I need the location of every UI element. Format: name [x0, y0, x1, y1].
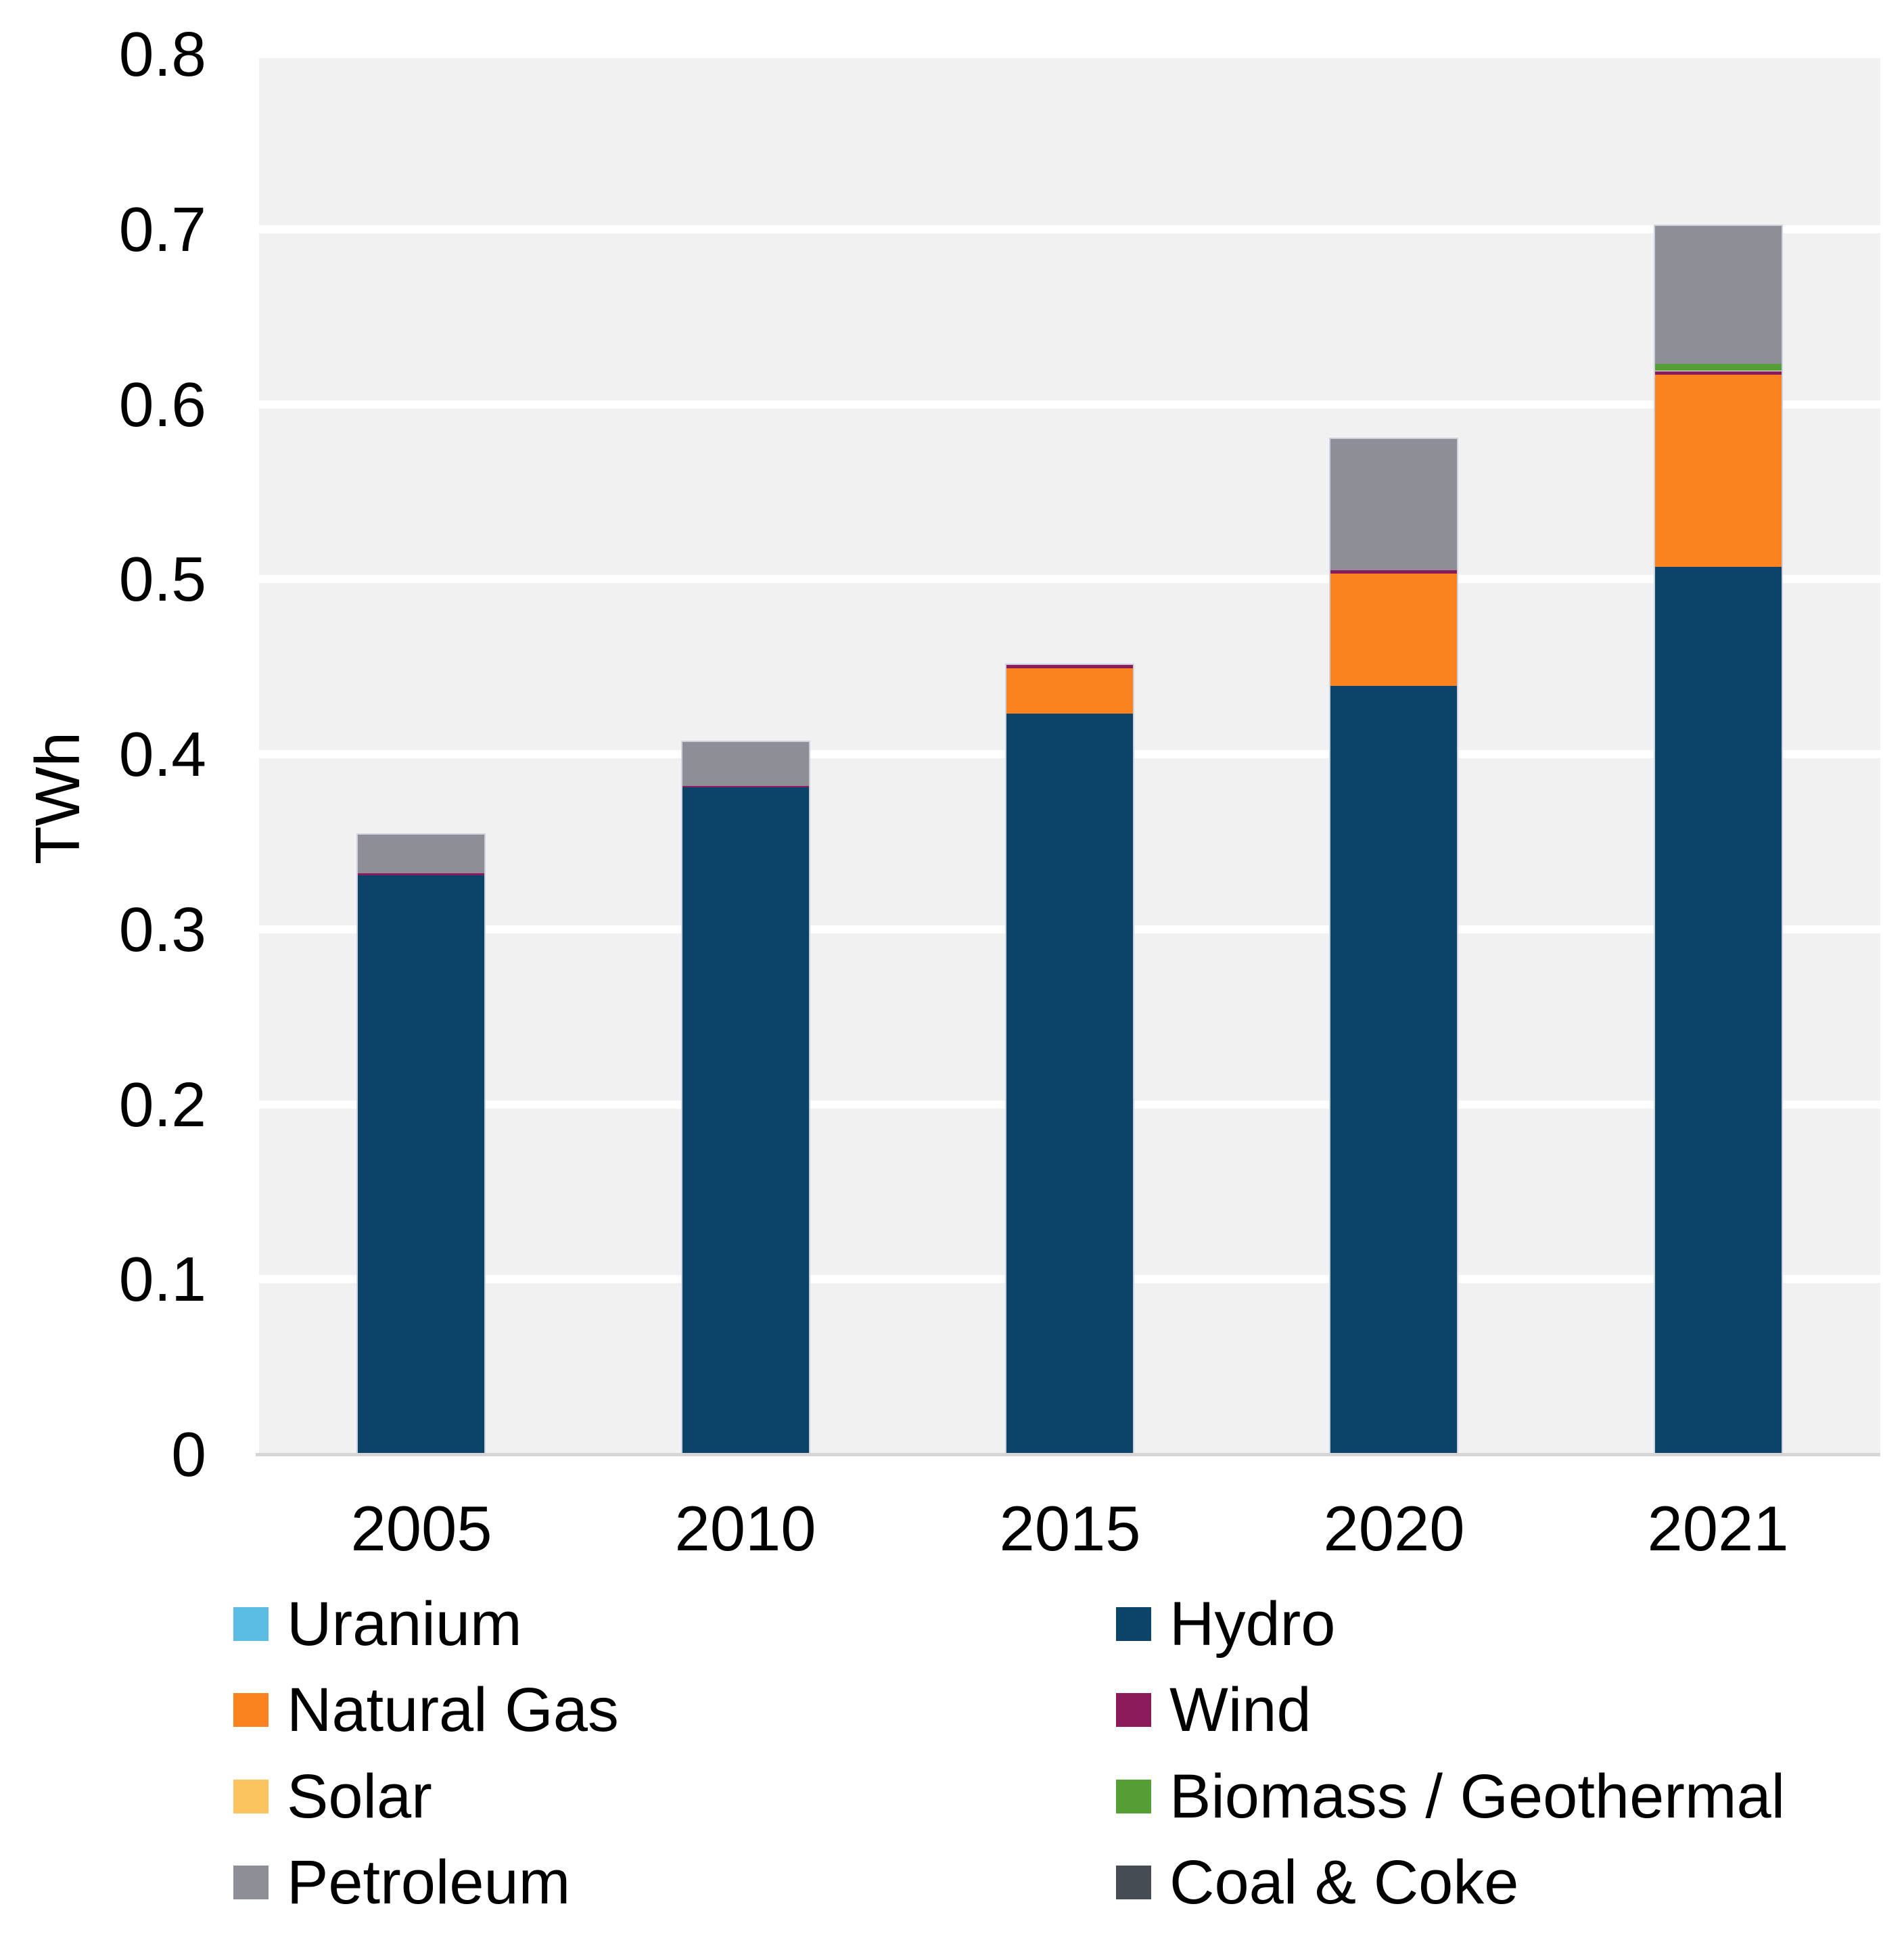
- legend-label: Petroleum: [287, 1848, 571, 1917]
- bar-segment-2021-hydro: [1655, 567, 1782, 1454]
- legend-label: Coal & Coke: [1169, 1848, 1519, 1917]
- x-tick-label-2005: 2005: [350, 1493, 492, 1564]
- legend-label: Solar: [287, 1762, 432, 1831]
- y-tick-label-0.2: 0.2: [118, 1069, 206, 1140]
- x-axis-line: [256, 1453, 1880, 1456]
- y-tick-label-0.7: 0.7: [118, 194, 206, 264]
- x-tick-label-2015: 2015: [999, 1493, 1141, 1564]
- bar-2020: [1329, 438, 1458, 1454]
- y-tick-label-0.6: 0.6: [118, 369, 206, 440]
- gridline-0.7: [259, 225, 1880, 233]
- bar-segment-2021-natural-gas: [1655, 374, 1782, 567]
- bar-segment-2021-wind: [1655, 371, 1782, 375]
- y-tick-label-0.3: 0.3: [118, 894, 206, 965]
- legend-swatch-uranium: [233, 1607, 269, 1641]
- bar-segment-2005-petroleum: [358, 835, 484, 873]
- bar-segment-2020-hydro: [1330, 686, 1457, 1454]
- legend-item-wind: Wind: [1116, 1675, 1311, 1744]
- legend-swatch-natural-gas: [233, 1693, 269, 1727]
- bar-segment-2020-natural-gas: [1330, 574, 1457, 686]
- legend-label: Wind: [1169, 1675, 1311, 1744]
- bar-segment-2010-hydro: [682, 787, 809, 1454]
- x-tick-label-2020: 2020: [1323, 1493, 1465, 1564]
- plot-area: [259, 54, 1880, 1454]
- bar-2010: [681, 741, 810, 1454]
- bar-segment-2020-petroleum: [1330, 439, 1457, 570]
- legend-item-hydro: Hydro: [1116, 1590, 1335, 1659]
- bar-segment-2015-hydro: [1006, 714, 1133, 1454]
- legend-label: Uranium: [287, 1590, 522, 1659]
- legend-label: Natural Gas: [287, 1675, 619, 1744]
- legend-item-uranium: Uranium: [233, 1590, 522, 1659]
- bar-segment-2021-biomass-geothermal: [1655, 364, 1782, 371]
- y-tick-label-0.5: 0.5: [118, 544, 206, 614]
- legend-item-solar: Solar: [233, 1762, 432, 1831]
- legend-item-coal-coke: Coal & Coke: [1116, 1848, 1518, 1917]
- bar-2021: [1654, 225, 1783, 1454]
- legend-swatch-solar: [233, 1780, 269, 1813]
- y-axis-title: TWh: [22, 731, 93, 865]
- x-tick-label-2010: 2010: [674, 1493, 816, 1564]
- bar-2015: [1005, 664, 1134, 1454]
- bar-segment-2010-wind: [682, 785, 809, 787]
- gridline-0.8: [259, 54, 1880, 58]
- y-tick-label-0: 0: [171, 1419, 206, 1489]
- gridline-0.6: [259, 400, 1880, 409]
- legend-item-biomass-geothermal: Biomass / Geothermal: [1116, 1762, 1785, 1831]
- legend-label: Biomass / Geothermal: [1169, 1762, 1786, 1831]
- bar-segment-2020-wind: [1330, 570, 1457, 574]
- bar-segment-2010-petroleum: [682, 742, 809, 786]
- x-tick-label-2021: 2021: [1647, 1493, 1789, 1564]
- legend-item-petroleum: Petroleum: [233, 1848, 570, 1917]
- y-tick-label-0.8: 0.8: [118, 19, 206, 89]
- legend-swatch-biomass-geothermal: [1116, 1780, 1151, 1813]
- legend-swatch-wind: [1116, 1693, 1151, 1727]
- legend-swatch-coal-coke: [1116, 1866, 1151, 1899]
- y-tick-label-0.1: 0.1: [118, 1244, 206, 1314]
- bar-segment-2015-wind: [1006, 665, 1133, 668]
- y-tick-label-0.4: 0.4: [118, 719, 206, 789]
- legend-label: Hydro: [1169, 1590, 1336, 1659]
- bar-segment-2015-natural-gas: [1006, 668, 1133, 714]
- legend-swatch-hydro: [1116, 1607, 1151, 1641]
- legend-item-natural-gas: Natural Gas: [233, 1675, 619, 1744]
- legend-swatch-petroleum: [233, 1866, 269, 1899]
- bar-segment-2005-wind: [358, 873, 484, 875]
- bar-segment-2005-hydro: [358, 875, 484, 1454]
- bar-2005: [356, 833, 486, 1454]
- bar-segment-2021-petroleum: [1655, 226, 1782, 364]
- gridline-0.5: [259, 575, 1880, 584]
